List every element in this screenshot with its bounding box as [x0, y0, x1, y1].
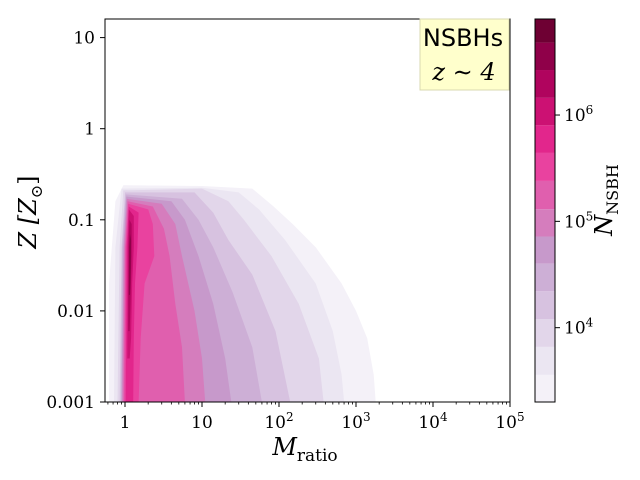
colorbar-band-7 [535, 180, 555, 210]
x-axis-label-base: M [271, 433, 298, 461]
colorbar-band-13 [535, 19, 555, 43]
colorbar-tick-label: 104 [564, 316, 594, 339]
colorbar-label: NNSBH [590, 164, 622, 237]
y-tick-label: 0.001 [46, 393, 95, 413]
y-tick-label: 0.01 [57, 302, 95, 322]
y-axis-label-main: Z [Z [14, 197, 42, 250]
x-axis-label-sub: ratio [297, 446, 338, 466]
x-axis-label: Mratio [271, 433, 337, 466]
y-tick-label: 10 [73, 29, 95, 49]
colorbar-band-0 [535, 374, 555, 402]
x-tick-label: 103 [341, 410, 370, 433]
colorbar-band-8 [535, 152, 555, 181]
colorbar-label-base: N [590, 214, 618, 237]
x-tick-label: 1 [120, 413, 131, 433]
plot-frame [104, 18, 511, 403]
contour-level-12 [128, 233, 132, 295]
colorbar-band-11 [535, 70, 555, 98]
colorbar-band-3 [535, 291, 555, 320]
annotation-background [419, 18, 510, 91]
colorbar [535, 19, 555, 402]
y-axis-ticks: 10 1 0.1 0.01 0.001 [46, 29, 105, 413]
colorbar-band-4 [535, 263, 555, 292]
annotation-line-1: NSBHs [423, 24, 503, 52]
y-axis-label: Z [Z⊙] [14, 175, 46, 249]
colorbar-label-sub: NSBH [603, 164, 622, 215]
colorbar-frame [534, 18, 556, 403]
x-tick-label: 105 [495, 410, 524, 433]
y-axis-label-sub: ⊙ [27, 185, 46, 198]
colorbar-band-9 [535, 125, 555, 153]
colorbar-band-1 [535, 346, 555, 375]
x-tick-label: 102 [264, 410, 293, 433]
y-tick-label: 1 [84, 120, 95, 140]
colorbar-band-2 [535, 319, 555, 347]
x-tick-label: 10 [191, 413, 213, 433]
annotation-box: NSBHs z ∼ 4 [419, 18, 510, 91]
colorbar-band-5 [535, 236, 555, 264]
y-tick-label: 0.1 [68, 211, 95, 231]
colorbar-band-10 [535, 97, 555, 126]
colorbar-ticks: 104 105 106 [555, 103, 594, 339]
colorbar-band-6 [535, 209, 555, 237]
annotation-line-2: z ∼ 4 [431, 58, 495, 86]
colorbar-band-12 [535, 42, 555, 71]
x-axis-ticks: 1 10 102 103 104 105 [107, 402, 525, 433]
colorbar-tick-label: 105 [564, 209, 593, 232]
colorbar-tick-label: 106 [564, 103, 593, 126]
y-axis-label-close: ] [14, 175, 42, 184]
x-tick-label: 104 [418, 410, 448, 433]
contour-layer [109, 185, 376, 402]
